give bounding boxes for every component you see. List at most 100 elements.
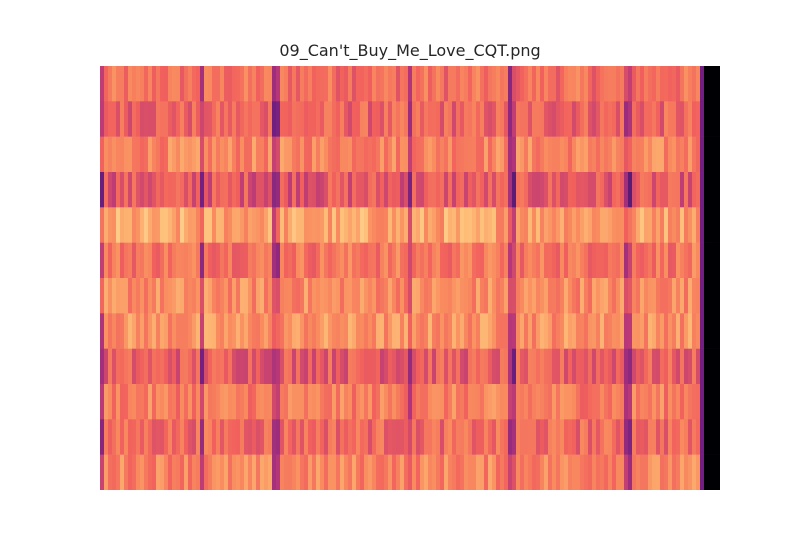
heatmap-cell <box>448 101 453 137</box>
heatmap-cell <box>192 454 197 490</box>
heatmap-cell <box>148 454 153 490</box>
heatmap-cell <box>272 278 277 314</box>
heatmap-cell <box>716 172 720 208</box>
heatmap-cell <box>116 207 121 243</box>
heatmap-cell <box>372 454 377 490</box>
heatmap-cell <box>532 101 537 137</box>
heatmap-cell <box>624 454 629 490</box>
heatmap-cell <box>488 313 493 349</box>
heatmap-cell <box>112 313 117 349</box>
heatmap-cell <box>708 384 713 420</box>
heatmap-cell <box>100 136 105 173</box>
heatmap-cell <box>308 419 313 455</box>
heatmap-cell <box>108 278 113 314</box>
heatmap-cell <box>220 454 225 490</box>
heatmap-cell <box>588 207 593 243</box>
heatmap-cell <box>616 242 621 279</box>
heatmap-cell <box>296 454 301 490</box>
heatmap-cell <box>156 207 161 243</box>
heatmap-cell <box>336 313 341 349</box>
heatmap-cell <box>608 66 613 102</box>
heatmap-cell <box>256 172 261 208</box>
heatmap-cell <box>284 278 289 314</box>
heatmap-cell <box>444 136 449 173</box>
heatmap-cell <box>536 384 541 420</box>
heatmap-cell <box>144 278 149 314</box>
heatmap-cell <box>312 313 317 349</box>
heatmap-cell <box>608 348 613 385</box>
heatmap-cell <box>164 278 169 314</box>
heatmap-cell <box>276 348 281 385</box>
heatmap-cell <box>160 207 165 243</box>
heatmap-cell <box>692 454 697 490</box>
heatmap-cell <box>388 242 393 279</box>
heatmap-cell <box>244 101 249 137</box>
heatmap-cell <box>628 454 633 490</box>
heatmap-cell <box>116 172 121 208</box>
heatmap-cell <box>348 419 353 455</box>
heatmap-cell <box>364 136 369 173</box>
heatmap-cell <box>184 348 189 385</box>
heatmap-cell <box>256 419 261 455</box>
heatmap-cell <box>500 207 505 243</box>
heatmap-cell <box>540 384 545 420</box>
heatmap-cell <box>124 207 129 243</box>
heatmap-cell <box>204 454 209 490</box>
heatmap-cell <box>460 242 465 279</box>
heatmap-cell <box>420 454 425 490</box>
heatmap-cell <box>440 278 445 314</box>
heatmap-cell <box>556 384 561 420</box>
heatmap-cell <box>208 242 213 279</box>
heatmap-cell <box>416 313 421 349</box>
heatmap-cell <box>476 348 481 385</box>
heatmap-cell <box>520 242 525 279</box>
heatmap-cell <box>372 172 377 208</box>
heatmap-cell <box>292 207 297 243</box>
heatmap-cell <box>508 384 513 420</box>
heatmap-cell <box>240 207 245 243</box>
heatmap-cell <box>624 207 629 243</box>
heatmap-cell <box>336 172 341 208</box>
heatmap-cell <box>612 278 617 314</box>
heatmap-cell <box>528 348 533 385</box>
heatmap-cell <box>176 454 181 490</box>
heatmap-cell <box>188 136 193 173</box>
heatmap-cell <box>272 419 277 455</box>
heatmap-cell <box>664 384 669 420</box>
heatmap-cell <box>352 66 357 102</box>
heatmap-cell <box>416 348 421 385</box>
heatmap-cell <box>280 454 285 490</box>
heatmap-cell <box>624 384 629 420</box>
heatmap-cell <box>208 419 213 455</box>
heatmap-cell <box>628 278 633 314</box>
heatmap-cell <box>628 101 633 137</box>
heatmap-cell <box>372 207 377 243</box>
heatmap-cell <box>684 419 689 455</box>
heatmap-cell <box>436 278 441 314</box>
heatmap-cell <box>468 136 473 173</box>
heatmap-cell <box>480 66 485 102</box>
heatmap-cell <box>672 101 677 137</box>
heatmap-cell <box>108 419 113 455</box>
heatmap-cell <box>156 454 161 490</box>
heatmap-cell <box>448 313 453 349</box>
heatmap-cell <box>112 136 117 173</box>
heatmap-cell <box>276 101 281 137</box>
heatmap-cell <box>504 384 509 420</box>
heatmap-cell <box>668 101 673 137</box>
heatmap-cell <box>176 313 181 349</box>
heatmap-cell <box>588 242 593 279</box>
heatmap-cell <box>124 66 129 102</box>
heatmap-cell <box>364 66 369 102</box>
heatmap-cell <box>252 136 257 173</box>
heatmap-cell <box>632 136 637 173</box>
heatmap-cell <box>184 66 189 102</box>
heatmap-cell <box>536 419 541 455</box>
heatmap-cell <box>716 454 720 490</box>
heatmap-cell <box>160 278 165 314</box>
heatmap-cell <box>592 384 597 420</box>
heatmap-cell <box>188 101 193 137</box>
heatmap-cell <box>544 101 549 137</box>
heatmap-cell <box>536 278 541 314</box>
heatmap-cell <box>552 454 557 490</box>
